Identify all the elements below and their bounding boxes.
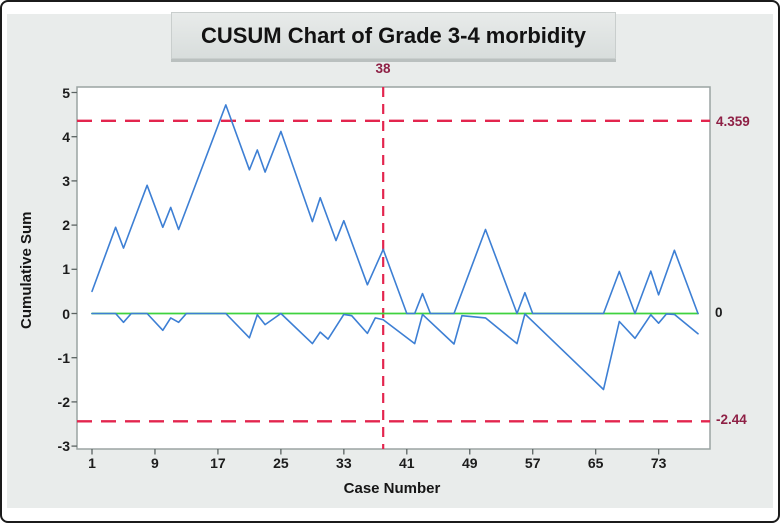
x-tick-label: 17 — [210, 455, 226, 471]
chart-title-box: CUSUM Chart of Grade 3-4 morbidity — [171, 12, 616, 59]
y-tick-label: -1 — [57, 349, 70, 366]
upper-cusum-line — [91, 104, 699, 315]
y-tick-label: 5 — [62, 84, 70, 101]
y-tick-label: 3 — [62, 172, 70, 189]
cusum-plot — [71, 86, 711, 455]
x-tick-label: 33 — [336, 455, 352, 471]
y-tick-label: -3 — [57, 438, 70, 455]
x-tick-label: 65 — [587, 455, 604, 471]
y-tick-label: 0 — [62, 305, 70, 322]
lcl-value-label: -2.44 — [716, 412, 747, 427]
plot-frame — [76, 86, 711, 450]
ucl-value-label: 4.359 — [716, 114, 750, 129]
y-tick-label: -2 — [57, 393, 70, 410]
chart-title: CUSUM Chart of Grade 3-4 morbidity — [200, 23, 587, 48]
y-tick-label: 4 — [62, 128, 70, 145]
x-axis-title: Case Number — [343, 480, 441, 497]
x-tick-label: 25 — [273, 455, 289, 471]
lower-cusum-line — [91, 312, 699, 391]
y-tick-label: 2 — [62, 217, 70, 234]
center-line-value-label: 0 — [715, 305, 723, 320]
x-tick-label: 41 — [399, 455, 415, 471]
x-tick-label: 9 — [151, 455, 159, 471]
x-tick-label: 73 — [650, 455, 667, 471]
y-tick-label: 1 — [62, 261, 70, 278]
x-tick-label: 49 — [461, 455, 478, 471]
x-tick-label: 1 — [88, 455, 96, 471]
x-tick-label: 57 — [524, 455, 541, 471]
y-axis-title: Cumulative Sum — [18, 211, 35, 329]
signal-case-label: 38 — [375, 61, 391, 76]
